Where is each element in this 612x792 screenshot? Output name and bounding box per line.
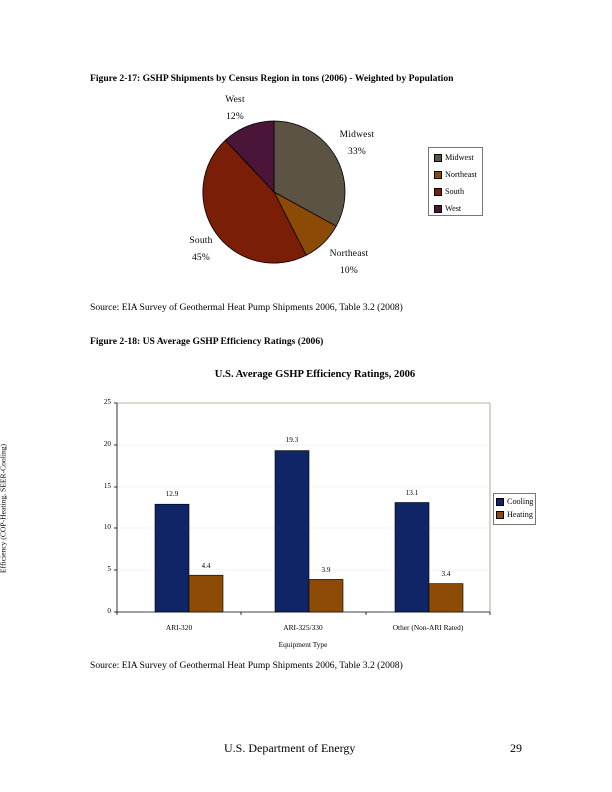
bar-heating-ari-320 xyxy=(188,574,224,613)
value-label-cooling-other: 13.1 xyxy=(405,489,419,497)
y-tick-0: 0 xyxy=(107,607,111,615)
legend-item-south: South xyxy=(429,183,482,200)
pie-label-west-name: West xyxy=(225,95,245,105)
legend-swatch-south xyxy=(434,187,442,196)
pie-slice-west xyxy=(225,120,275,193)
page-number: 29 xyxy=(510,741,522,755)
legend-label-midwest: Midwest xyxy=(445,153,474,162)
value-label-heating-ari-325-330: 3.9 xyxy=(321,566,331,574)
bar-chart-title: U.S. Average GSHP Efficiency Ratings, 20… xyxy=(214,369,416,380)
legend-swatch-cooling xyxy=(496,497,504,506)
bar-cooling-other xyxy=(394,502,430,613)
value-label-heating-other: 3.4 xyxy=(441,570,451,578)
value-label-cooling-ari-320: 12.9 xyxy=(165,490,179,498)
value-label-cooling-ari-325-330: 19.3 xyxy=(285,436,299,444)
legend-item-northeast: Northeast xyxy=(429,166,482,183)
figure-2-18-caption: Figure 2-18: US Average GSHP Efficiency … xyxy=(90,336,324,347)
legend-label-south: South xyxy=(445,187,465,196)
category-label-ari-320: ARI-320 xyxy=(165,623,193,632)
figure-2-17-source: Source: EIA Survey of Geothermal Heat Pu… xyxy=(90,302,403,313)
legend-label-cooling: Cooling xyxy=(507,497,534,506)
pie-chart-svg xyxy=(202,120,346,264)
legend-item-cooling: Cooling xyxy=(494,495,535,508)
legend-swatch-northeast xyxy=(434,170,442,179)
pie-label-south: South 45% xyxy=(180,233,222,267)
pie-label-northeast: Northeast 10% xyxy=(318,246,380,280)
legend-swatch-west xyxy=(434,204,442,213)
pie-label-south-name: South xyxy=(189,236,213,246)
pie-label-northeast-pct: 10% xyxy=(339,266,358,276)
bar-heating-ari-325-330 xyxy=(308,579,344,613)
legend-item-heating: Heating xyxy=(494,508,535,521)
bar-heating-other xyxy=(428,583,464,613)
y-tick-20: 20 xyxy=(103,440,111,448)
pie-label-south-pct: 45% xyxy=(191,253,210,263)
category-label-ari-325-330: ARI-325/330 xyxy=(283,623,323,632)
figure-2-18-source: Source: EIA Survey of Geothermal Heat Pu… xyxy=(90,660,403,671)
pie-label-midwest-name: Midwest xyxy=(339,130,375,140)
legend-label-west: West xyxy=(445,204,462,213)
legend-swatch-midwest xyxy=(434,153,442,162)
y-axis-label: Efficiency (COP-Heating, SEER-Cooling) xyxy=(0,443,8,574)
pie-slice-south xyxy=(202,139,307,264)
pie-label-midwest: Midwest 33% xyxy=(330,127,384,161)
legend-label-northeast: Northeast xyxy=(445,170,477,179)
pie-label-west: West 12% xyxy=(213,92,257,126)
pie-legend: Midwest Northeast South West xyxy=(428,147,483,216)
bar-cooling-ari-325-330 xyxy=(274,450,310,613)
y-tick-25: 25 xyxy=(103,398,111,406)
pie-slice-midwest xyxy=(273,120,346,227)
legend-item-midwest: Midwest xyxy=(429,149,482,166)
legend-label-heating: Heating xyxy=(507,510,533,519)
legend-swatch-heating xyxy=(496,510,504,519)
figure-2-17-caption: Figure 2-17: GSHP Shipments by Census Re… xyxy=(90,73,454,84)
y-tick-10: 10 xyxy=(103,523,111,531)
value-label-heating-ari-320: 4.4 xyxy=(201,562,211,570)
y-tick-15: 15 xyxy=(103,482,111,490)
x-axis-label: Equipment Type xyxy=(278,640,328,649)
bar-legend: Cooling Heating xyxy=(493,493,536,525)
pie-label-northeast-name: Northeast xyxy=(329,249,369,259)
category-label-other: Other (Non-ARI Rated) xyxy=(392,623,464,632)
bar-chart-svg xyxy=(114,402,491,615)
pie-label-west-pct: 12% xyxy=(225,112,244,122)
footer-organization: U.S. Department of Energy xyxy=(224,741,356,755)
bar-cooling-ari-320 xyxy=(154,503,190,613)
y-tick-5: 5 xyxy=(107,565,111,573)
legend-item-west: West xyxy=(429,200,482,217)
pie-label-midwest-pct: 33% xyxy=(347,147,366,157)
